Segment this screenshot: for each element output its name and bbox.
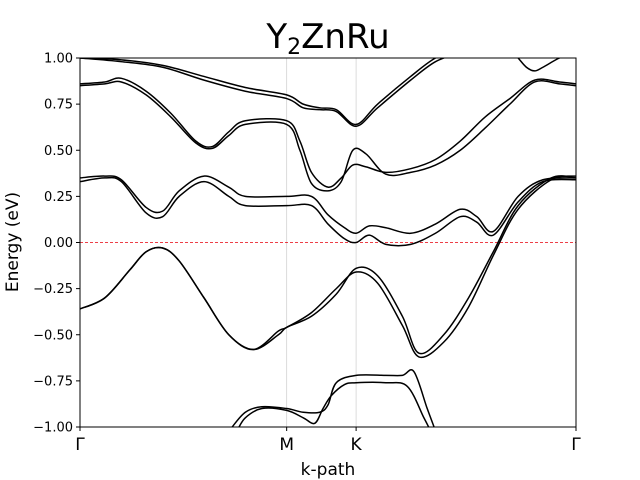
- chart-title: Y2ZnRu: [265, 17, 389, 60]
- y-tick-label: 0.25: [44, 190, 73, 205]
- title-suffix: ZnRu: [301, 17, 390, 57]
- x-tick-label-2: K: [351, 435, 363, 455]
- band-6: [80, 176, 576, 247]
- band-4: [80, 80, 576, 192]
- x-tick-label-1: M: [279, 435, 294, 455]
- band-2: [517, 58, 562, 72]
- y-axis-ticks: −1.00 −0.75 −0.50 −0.25 0.00 0.25 0.50 0.75 1.00: [33, 52, 80, 436]
- x-tick-label-0: Γ: [75, 435, 85, 455]
- title-main: Y: [265, 17, 287, 57]
- y-tick-label: 1.00: [44, 52, 73, 67]
- y-tick-label: −0.25: [33, 282, 73, 297]
- title-subscript: 2: [287, 35, 301, 60]
- band-5: [80, 175, 576, 235]
- x-tick-label-3: Γ: [571, 435, 581, 455]
- y-tick-label: −1.00: [33, 421, 73, 436]
- y-tick-label: −0.75: [33, 374, 73, 389]
- y-tick-label: 0.00: [44, 236, 73, 251]
- y-tick-label: 0.50: [44, 144, 73, 159]
- y-tick-label: −0.50: [33, 328, 73, 343]
- band-lines: [80, 58, 576, 427]
- y-tick-label: 0.75: [44, 98, 73, 113]
- band-7: [80, 175, 576, 355]
- band-8: [80, 175, 576, 359]
- band-1: [80, 58, 446, 128]
- band-10: [238, 381, 430, 427]
- band-9: [231, 369, 435, 427]
- x-axis-label: k-path: [301, 460, 356, 480]
- y-axis-label: Energy (eV): [3, 192, 23, 292]
- band-0: [80, 58, 438, 126]
- band-3: [80, 77, 576, 188]
